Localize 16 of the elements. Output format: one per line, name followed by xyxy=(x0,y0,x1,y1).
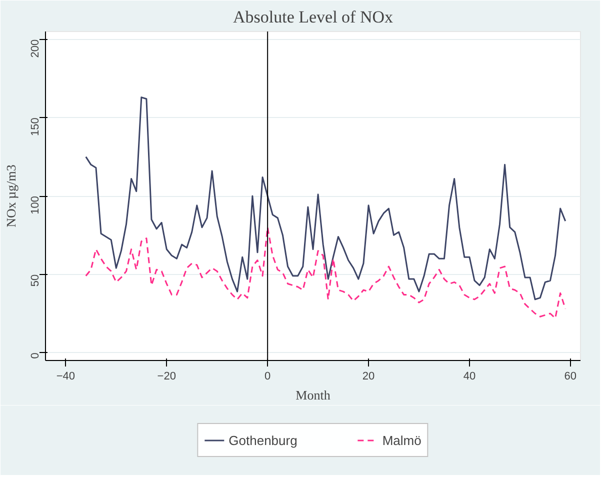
x-tick-label: 20 xyxy=(362,370,375,382)
x-tick-label: −20 xyxy=(157,370,176,382)
x-tick-label: −40 xyxy=(56,370,76,382)
y-tick-label: 100 xyxy=(30,196,42,214)
y-axis-title: NOx µg/m3 xyxy=(4,164,18,228)
y-tick-label: 200 xyxy=(30,39,42,58)
y-tick-label: 50 xyxy=(30,274,42,287)
legend-label: Malmö xyxy=(382,432,422,448)
y-tick-label: 0 xyxy=(30,352,42,359)
x-axis-title: Month xyxy=(296,388,331,402)
x-tick-label: 60 xyxy=(564,370,577,382)
chart-title: Absolute Level of NOx xyxy=(232,8,394,26)
x-tick-label: 40 xyxy=(463,370,476,382)
x-tick-label: 0 xyxy=(264,370,271,382)
y-tick-label: 150 xyxy=(30,118,42,136)
legend-label: Gothenburg xyxy=(228,432,298,448)
